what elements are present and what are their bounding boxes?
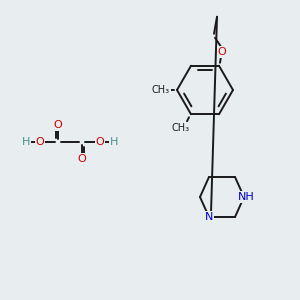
Text: CH₃: CH₃ [172, 123, 190, 133]
Text: H: H [110, 137, 118, 147]
Text: O: O [54, 120, 62, 130]
Text: O: O [78, 154, 86, 164]
Text: O: O [218, 47, 226, 57]
Text: O: O [36, 137, 44, 147]
Text: O: O [96, 137, 104, 147]
Text: CH₃: CH₃ [152, 85, 170, 95]
Text: H: H [22, 137, 30, 147]
Text: N: N [205, 212, 213, 222]
Text: NH: NH [238, 192, 254, 202]
